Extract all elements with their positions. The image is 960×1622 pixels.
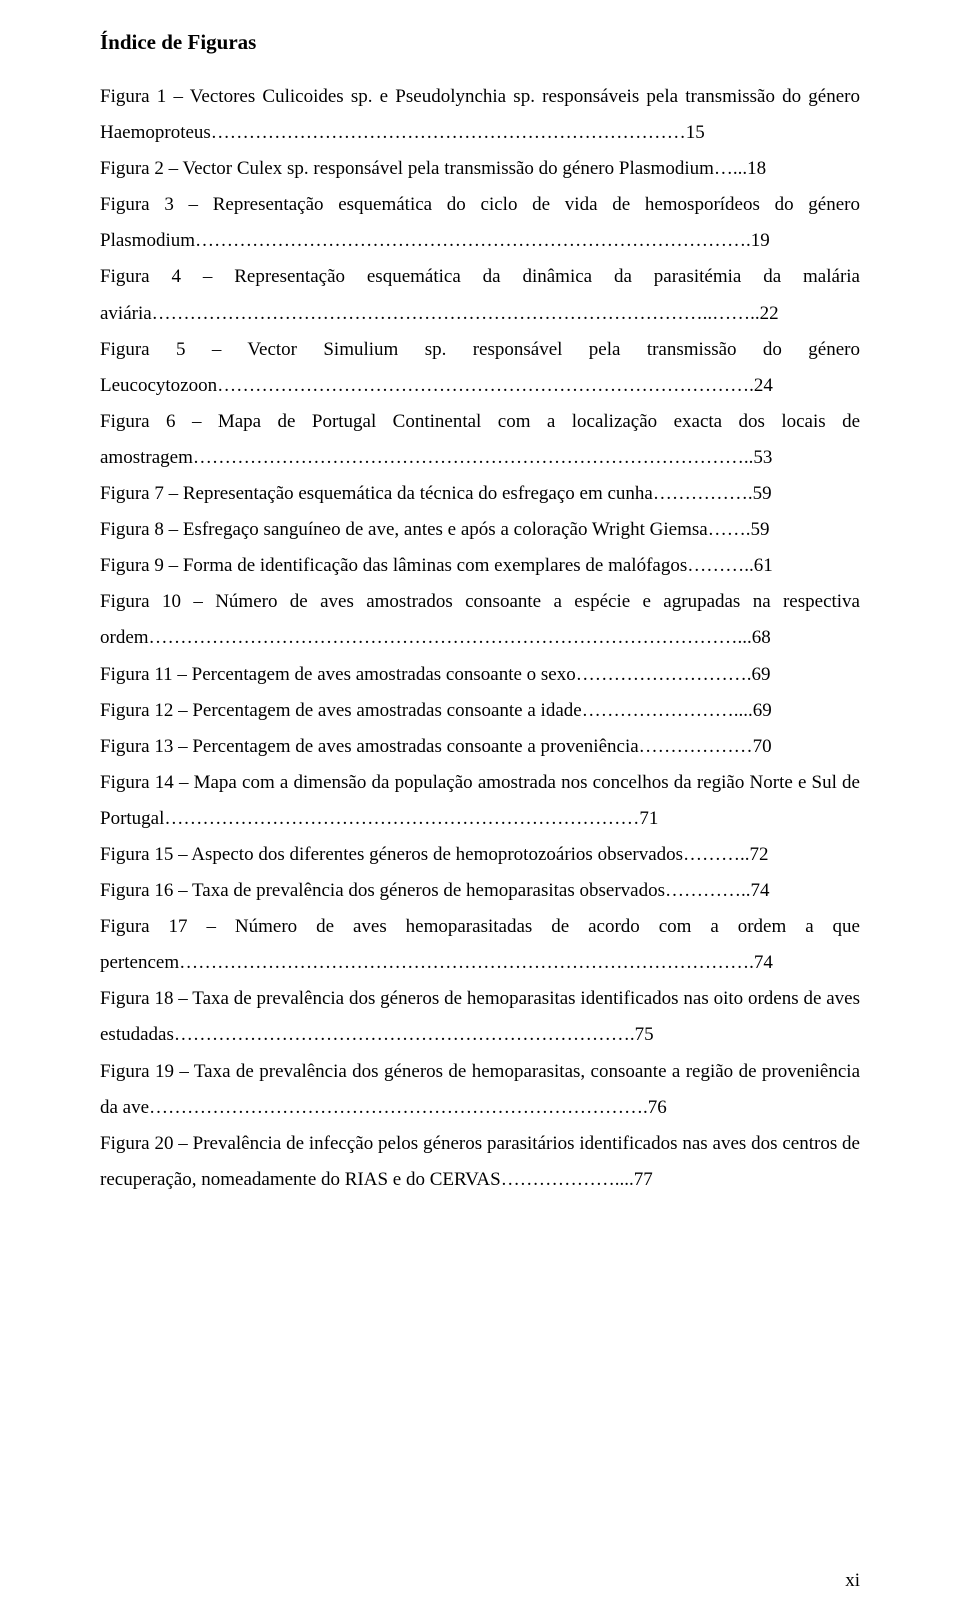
figure-entry: Figura 4 – Representação esquemática da …: [100, 259, 860, 331]
section-title: Índice de Figuras: [100, 30, 860, 55]
entries-list: Figura 1 – Vectores Culicoides sp. e Pse…: [100, 79, 860, 1198]
figure-entry: Figura 10 – Número de aves amostrados co…: [100, 584, 860, 656]
figure-entry: Figura 8 – Esfregaço sanguíneo de ave, a…: [100, 512, 860, 548]
figure-entry: Figura 1 – Vectores Culicoides sp. e Pse…: [100, 79, 860, 151]
figure-entry: Figura 2 – Vector Culex sp. responsável …: [100, 151, 860, 187]
figure-entry: Figura 11 – Percentagem de aves amostrad…: [100, 657, 860, 693]
figure-entry: Figura 6 – Mapa de Portugal Continental …: [100, 404, 860, 476]
figure-entry: Figura 17 – Número de aves hemoparasitad…: [100, 909, 860, 981]
figure-entry: Figura 3 – Representação esquemática do …: [100, 187, 860, 259]
figure-entry: Figura 9 – Forma de identificação das lâ…: [100, 548, 860, 584]
figure-entry: Figura 19 – Taxa de prevalência dos géne…: [100, 1054, 860, 1126]
figure-entry: Figura 13 – Percentagem de aves amostrad…: [100, 729, 860, 765]
figure-entry: Figura 7 – Representação esquemática da …: [100, 476, 860, 512]
page-number: xi: [845, 1570, 860, 1592]
figure-entry: Figura 15 – Aspecto dos diferentes géner…: [100, 837, 860, 873]
figure-entry: Figura 5 – Vector Simulium sp. responsáv…: [100, 332, 860, 404]
figure-entry: Figura 18 – Taxa de prevalência dos géne…: [100, 981, 860, 1053]
figure-entry: Figura 14 – Mapa com a dimensão da popul…: [100, 765, 860, 837]
figure-entry: Figura 20 – Prevalência de infecção pelo…: [100, 1126, 860, 1198]
figure-entry: Figura 16 – Taxa de prevalência dos géne…: [100, 873, 860, 909]
figure-entry: Figura 12 – Percentagem de aves amostrad…: [100, 693, 860, 729]
